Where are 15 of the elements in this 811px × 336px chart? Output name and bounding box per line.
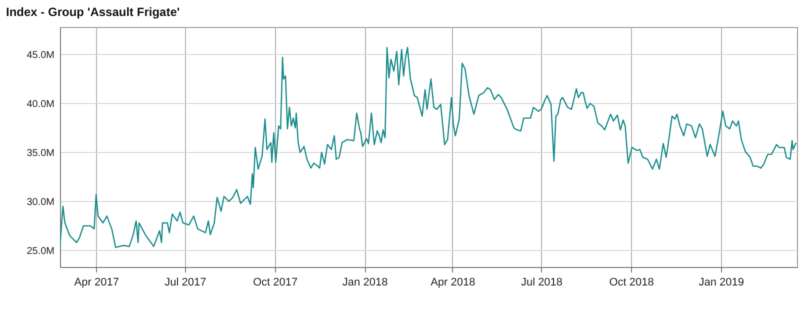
- y-tick-label: 45.0M: [26, 50, 54, 61]
- x-tick-label: Jan 2018: [342, 276, 388, 288]
- y-tick-label: 40.0M: [26, 98, 54, 110]
- x-tick-label: Oct 2018: [609, 276, 654, 288]
- x-tick-label: Apr 2018: [430, 276, 476, 288]
- x-tick-label: Jan 2019: [698, 276, 744, 288]
- chart-title: Index - Group 'Assault Frigate': [6, 5, 180, 19]
- y-tick-label: 35.0M: [26, 148, 54, 159]
- x-tick-label: Jul 2018: [520, 276, 563, 288]
- x-tick-label: Apr 2017: [74, 276, 119, 288]
- y-tick-label: 25.0M: [26, 246, 54, 257]
- x-tick-label: Oct 2017: [252, 276, 298, 288]
- x-tick-label: Jul 2017: [164, 276, 206, 288]
- y-tick-label: 30.0M: [26, 196, 54, 208]
- line-series: [60, 46, 797, 248]
